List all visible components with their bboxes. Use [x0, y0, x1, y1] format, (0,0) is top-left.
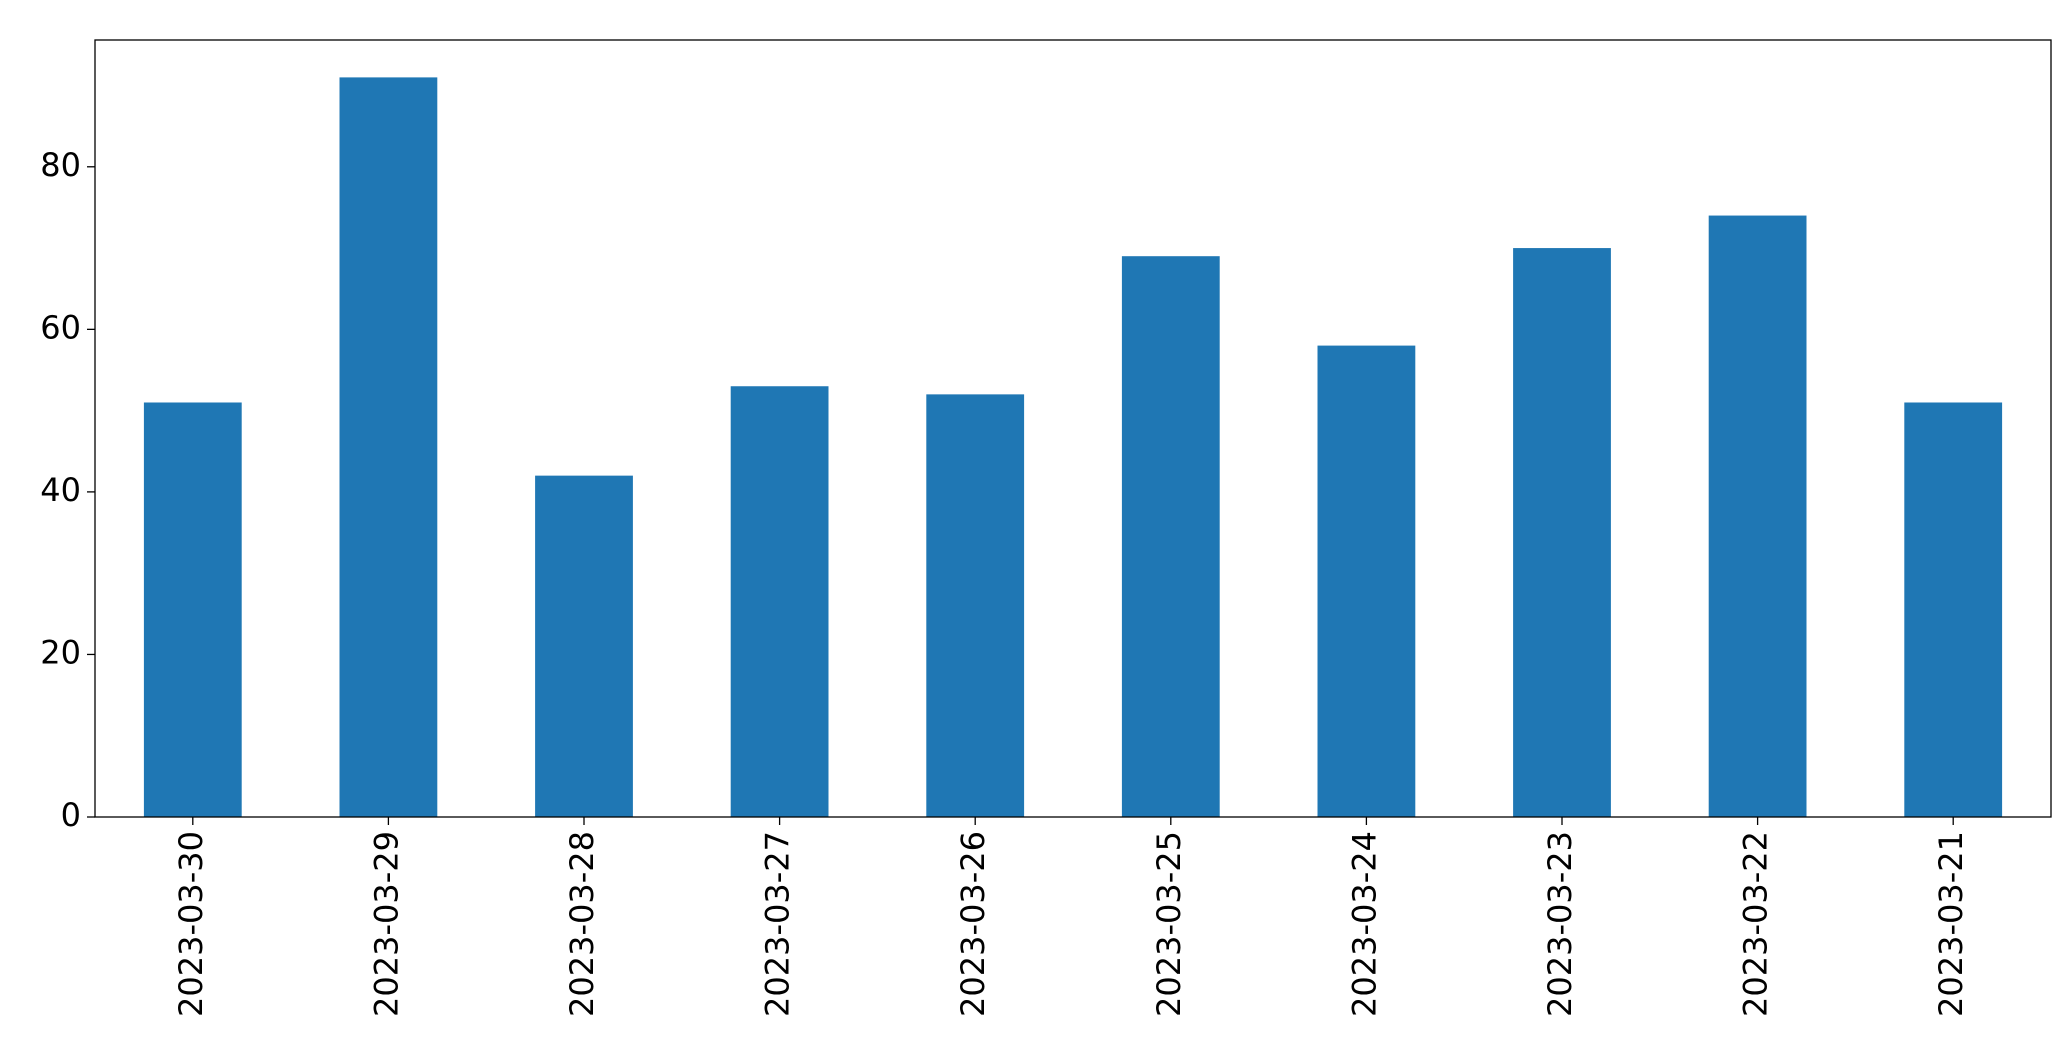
bar	[535, 475, 633, 817]
y-tick-label: 60	[40, 308, 81, 346]
bar	[339, 77, 438, 818]
x-tick-label: 2023-03-30	[172, 831, 210, 1017]
bar	[1121, 256, 1220, 817]
y-tick-label: 0	[61, 796, 81, 834]
y-tick-label: 80	[40, 146, 81, 184]
x-tick-label: 2023-03-26	[954, 831, 992, 1017]
bar	[1708, 215, 1807, 817]
y-tick-label: 40	[40, 471, 81, 509]
x-tick-label: 2023-03-28	[563, 831, 601, 1017]
x-tick-label: 2023-03-23	[1541, 831, 1579, 1017]
bar	[1513, 248, 1611, 817]
x-tick-label: 2023-03-21	[1932, 831, 1970, 1017]
x-tick-label: 2023-03-22	[1737, 831, 1775, 1017]
bar	[1317, 345, 1416, 817]
x-tick-label: 2023-03-25	[1150, 831, 1188, 1017]
x-tick-label: 2023-03-29	[367, 831, 405, 1017]
bar	[730, 386, 829, 817]
y-tick-label: 20	[40, 633, 81, 671]
plot-frame	[94, 39, 2052, 818]
bar	[1904, 402, 2003, 817]
bar	[926, 394, 1025, 817]
bar	[143, 402, 242, 817]
x-tick-label: 2023-03-27	[759, 831, 797, 1017]
x-tick-label: 2023-03-24	[1345, 831, 1383, 1017]
